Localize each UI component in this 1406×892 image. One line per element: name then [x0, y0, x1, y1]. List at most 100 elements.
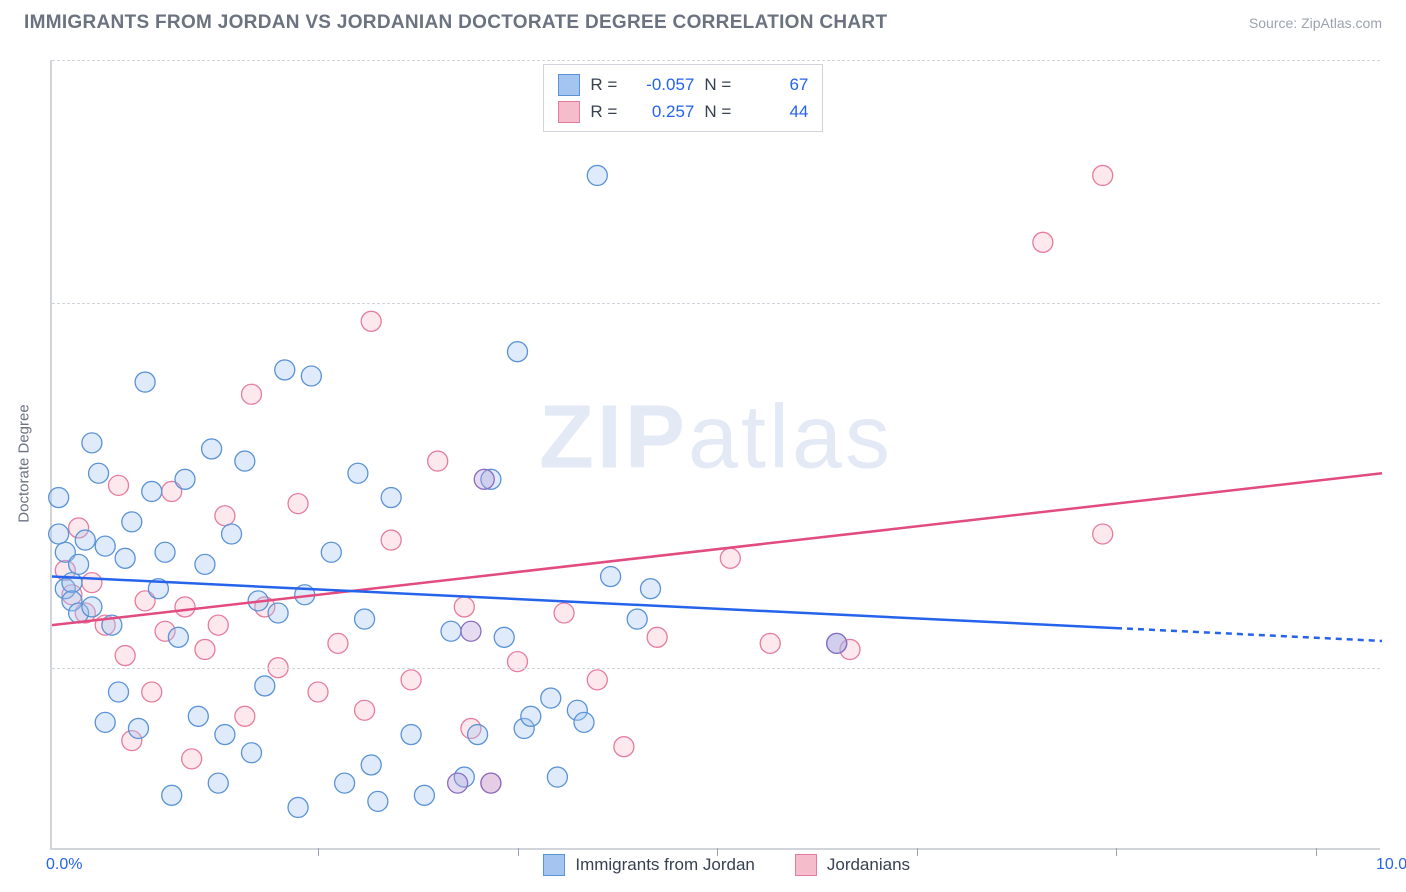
scatter-point	[175, 469, 195, 489]
scatter-point	[182, 749, 202, 769]
scatter-point	[355, 609, 375, 629]
scatter-point	[541, 688, 561, 708]
scatter-point	[155, 542, 175, 562]
stat-n-label: N =	[704, 98, 740, 125]
scatter-point	[474, 469, 494, 489]
scatter-point	[222, 524, 242, 544]
scatter-point	[547, 767, 567, 787]
scatter-point	[468, 725, 488, 745]
scatter-point	[521, 706, 541, 726]
scatter-point	[109, 682, 129, 702]
x-tick-mark	[518, 848, 519, 856]
scatter-point	[82, 433, 102, 453]
scatter-point	[328, 633, 348, 653]
scatter-point	[75, 530, 95, 550]
scatter-point	[647, 627, 667, 647]
source-attribution: Source: ZipAtlas.com	[1249, 15, 1382, 31]
scatter-point	[122, 512, 142, 532]
scatter-point	[95, 712, 115, 732]
scatter-point	[142, 481, 162, 501]
scatter-point	[441, 621, 461, 641]
scatter-point	[335, 773, 355, 793]
scatter-point	[275, 360, 295, 380]
scatter-point	[208, 773, 228, 793]
x-tick-mark	[1116, 848, 1117, 856]
scatter-point	[481, 773, 501, 793]
x-tick-mark	[717, 848, 718, 856]
scatter-point	[135, 372, 155, 392]
source-link[interactable]: ZipAtlas.com	[1301, 15, 1382, 31]
scatter-point	[461, 621, 481, 641]
source-prefix: Source:	[1249, 15, 1301, 31]
scatter-point	[235, 451, 255, 471]
scatter-point	[49, 524, 69, 544]
x-tick-label: 10.0%	[1376, 856, 1406, 874]
scatter-point	[168, 627, 188, 647]
scatter-point	[268, 603, 288, 623]
scatter-point	[627, 609, 647, 629]
scatter-point	[195, 639, 215, 659]
legend-swatch-series2	[558, 101, 580, 123]
legend-swatch-series2	[795, 854, 817, 876]
stat-r-value: 0.257	[636, 98, 694, 125]
scatter-point	[827, 633, 847, 653]
scatter-point	[301, 366, 321, 386]
scatter-point	[255, 676, 275, 696]
scatter-point	[368, 791, 388, 811]
scatter-point	[242, 384, 262, 404]
legend-stats: R = -0.057 N = 67 R = 0.257 N = 44	[543, 64, 823, 132]
scatter-point	[587, 165, 607, 185]
scatter-point	[361, 755, 381, 775]
scatter-point	[574, 712, 594, 732]
legend-stats-row-2: R = 0.257 N = 44	[558, 98, 808, 125]
correlation-chart: Doctorate Degree ZIPatlas R = -0.057 N =…	[50, 60, 1380, 850]
scatter-point	[454, 597, 474, 617]
scatter-point	[242, 743, 262, 763]
scatter-point	[89, 463, 109, 483]
trend-line	[1116, 628, 1382, 641]
scatter-point	[82, 597, 102, 617]
legend-swatch-series1	[558, 74, 580, 96]
legend-series: Immigrants from Jordan Jordanians	[543, 854, 910, 876]
scatter-point	[720, 548, 740, 568]
scatter-point	[115, 646, 135, 666]
scatter-point	[162, 785, 182, 805]
scatter-point	[142, 682, 162, 702]
legend-stats-row-1: R = -0.057 N = 67	[558, 71, 808, 98]
scatter-point	[381, 488, 401, 508]
scatter-point	[1033, 232, 1053, 252]
chart-title: IMMIGRANTS FROM JORDAN VS JORDANIAN DOCT…	[24, 12, 887, 34]
scatter-point	[208, 615, 228, 635]
scatter-point	[1093, 165, 1113, 185]
scatter-point	[601, 567, 621, 587]
scatter-point	[62, 573, 82, 593]
scatter-point	[348, 463, 368, 483]
x-tick-label: 0.0%	[46, 856, 82, 874]
stat-n-label: N =	[704, 71, 740, 98]
scatter-point	[308, 682, 328, 702]
legend-label: Jordanians	[827, 855, 910, 875]
scatter-point	[614, 737, 634, 757]
scatter-point	[195, 554, 215, 574]
scatter-point	[82, 573, 102, 593]
plot-svg	[52, 60, 1380, 848]
scatter-point	[361, 311, 381, 331]
scatter-point	[109, 475, 129, 495]
scatter-point	[288, 494, 308, 514]
scatter-point	[202, 439, 222, 459]
legend-item-series1: Immigrants from Jordan	[543, 854, 755, 876]
plot-area: Doctorate Degree ZIPatlas R = -0.057 N =…	[50, 60, 1380, 850]
x-tick-mark	[318, 848, 319, 856]
scatter-point	[428, 451, 448, 471]
legend-swatch-series1	[543, 854, 565, 876]
scatter-point	[1093, 524, 1113, 544]
x-tick-mark	[1316, 848, 1317, 856]
scatter-point	[235, 706, 255, 726]
stat-n-value: 67	[750, 71, 808, 98]
stat-r-label: R =	[590, 98, 626, 125]
scatter-point	[175, 597, 195, 617]
stat-r-value: -0.057	[636, 71, 694, 98]
scatter-point	[115, 548, 135, 568]
scatter-point	[494, 627, 514, 647]
scatter-point	[401, 670, 421, 690]
